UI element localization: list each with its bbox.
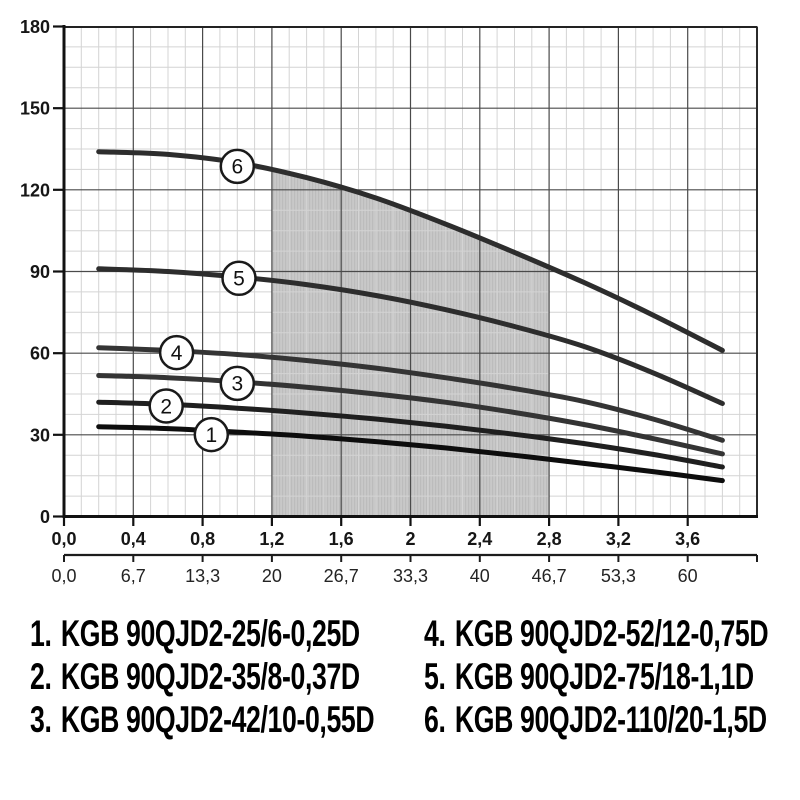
x2-axis-label: 53,3 (601, 566, 636, 586)
y-axis-label: 90 (30, 262, 50, 282)
x2-axis-label: 6,7 (121, 566, 146, 586)
legend-item: 5. KGB 90QJD2-75/18-1,1D (424, 655, 768, 698)
legend-item-index: 3. (30, 698, 52, 740)
curve-3 (96, 373, 725, 457)
curve-marker-2: 2 (148, 388, 184, 424)
y-axis-ticks: 0 30 60 90 120 150 180 (20, 17, 63, 527)
legend-item: 6. KGB 90QJD2-110/20-1,5D (424, 698, 768, 741)
y-axis-label: 60 (30, 344, 50, 364)
y-axis-label: 150 (20, 99, 50, 119)
curve-4 (96, 345, 725, 443)
legend-item-label: KGB 90QJD2-75/18-1,1D (454, 655, 754, 697)
svg-text:1: 1 (205, 424, 217, 447)
x-axis-label: 0,8 (190, 529, 215, 549)
legend-item-index: 6. (424, 698, 446, 740)
pump-performance-chart: 0 30 60 90 120 150 180 0,0 0,4 0,8 1,2 1… (19, 17, 758, 586)
legend-item-index: 4. (424, 612, 446, 654)
curve-2 (96, 399, 725, 470)
y-axis-label: 0 (40, 507, 50, 527)
x2-axis-label: 13,3 (185, 566, 220, 586)
legend-item-label: KGB 90QJD2-25/6-0,25D (60, 612, 360, 654)
y-axis-label: 120 (20, 180, 50, 200)
legend-item-index: 5. (424, 655, 446, 697)
x-axis-label: 3,2 (606, 529, 631, 549)
secondary-x-axis: 0,0 6,7 13,3 20 26,7 33,3 40 46,7 53,3 6… (51, 553, 758, 586)
curve-marker-1: 1 (193, 416, 230, 453)
x2-axis-label: 20 (262, 566, 282, 586)
x-axis-label: 1,2 (259, 529, 284, 549)
svg-text:6: 6 (231, 156, 243, 179)
x2-axis-label: 60 (678, 566, 698, 586)
x-axis-label: 1,6 (329, 529, 354, 549)
y-axis-label: 30 (30, 425, 50, 445)
x2-axis-label: 40 (470, 566, 490, 586)
legend-item: 1. KGB 90QJD2-25/6-0,25D (30, 612, 360, 655)
x-axis-label: 2,4 (467, 529, 492, 549)
x-axis-label: 2 (405, 529, 415, 549)
major-grid (64, 26, 757, 517)
x2-axis-label: 0,0 (51, 566, 76, 586)
x-axis-label: 0,0 (51, 529, 76, 549)
plot-border (62, 25, 758, 518)
svg-text:3: 3 (231, 373, 243, 396)
x-axis-label: 0,4 (121, 529, 146, 549)
x2-axis-label: 46,7 (532, 566, 567, 586)
svg-text:2: 2 (160, 395, 172, 418)
legend-item-label: KGB 90QJD2-52/12-0,75D (454, 612, 769, 654)
legend: 1. KGB 90QJD2-25/6-0,25D 2. KGB 90QJD2-3… (30, 612, 800, 741)
curve-marker-4: 4 (158, 334, 195, 371)
legend-item-index: 2. (30, 655, 52, 697)
curve-5 (96, 266, 725, 406)
x2-axis-label: 26,7 (324, 566, 359, 586)
x-axis-label: 3,6 (675, 529, 700, 549)
svg-text:5: 5 (233, 268, 245, 291)
curve-6 (96, 149, 725, 353)
curve-marker-6: 6 (219, 148, 256, 185)
legend-item: 4. KGB 90QJD2-52/12-0,75D (424, 612, 769, 655)
y-axis-label: 180 (20, 17, 50, 37)
x2-axis-label: 33,3 (393, 566, 428, 586)
legend-item: 3. KGB 90QJD2-42/10-0,55D (30, 698, 375, 741)
curve-marker-3: 3 (219, 365, 256, 402)
legend-item-index: 1. (30, 612, 52, 654)
x-axis-label: 2,8 (537, 529, 562, 549)
curve-marker-5: 5 (221, 260, 257, 297)
legend-item-label: KGB 90QJD2-110/20-1,5D (454, 698, 767, 740)
legend-item: 2. KGB 90QJD2-35/8-0,37D (30, 655, 360, 698)
svg-text:4: 4 (171, 342, 183, 365)
x-axis-ticks: 0,0 0,4 0,8 1,2 1,6 2 2,4 2,8 3,2 3,6 (51, 518, 700, 549)
legend-item-label: KGB 90QJD2-35/8-0,37D (60, 655, 360, 697)
legend-item-label: KGB 90QJD2-42/10-0,55D (60, 698, 375, 740)
